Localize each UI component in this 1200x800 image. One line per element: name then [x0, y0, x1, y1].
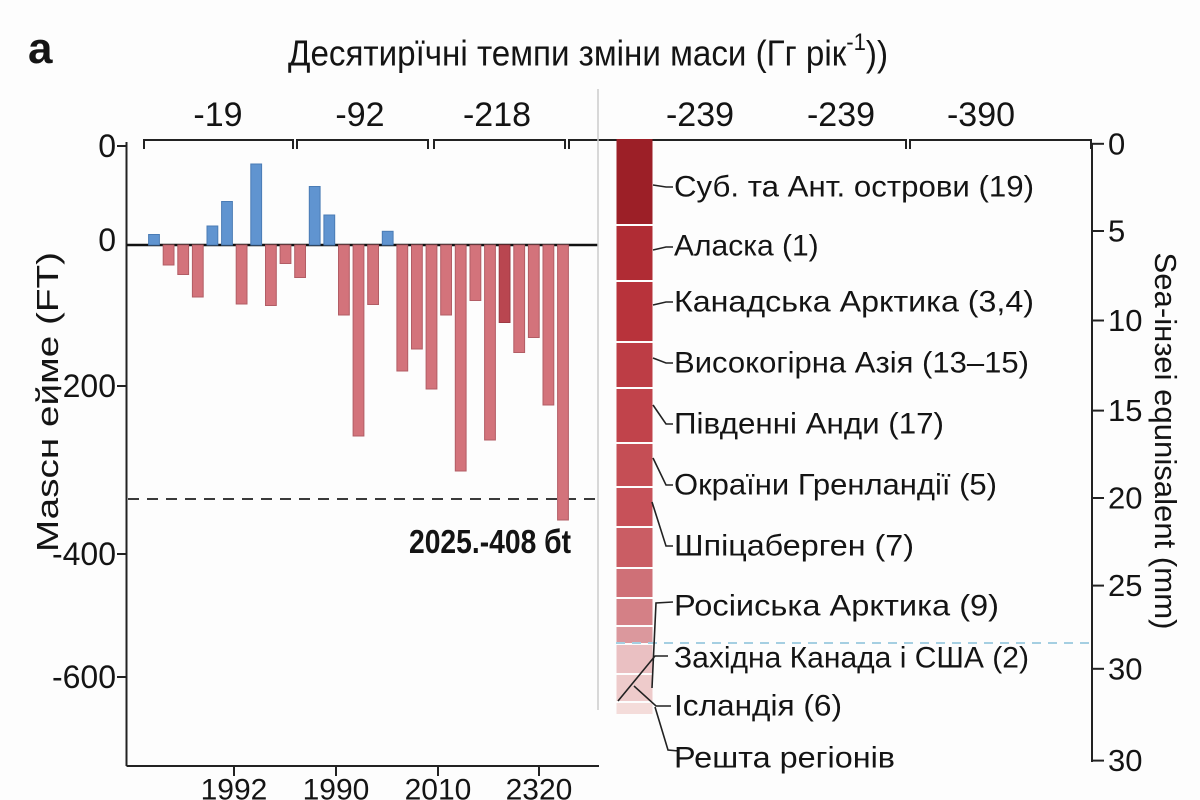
svg-text:Суб. та Ант. острови (19): Суб. та Ант. острови (19)	[674, 171, 1034, 204]
svg-text:Ісландія (6): Ісландія (6)	[674, 690, 842, 723]
svg-text:-19: -19	[193, 96, 242, 134]
svg-text:Західна Канада і США (2): Західна Канада і США (2)	[674, 642, 1029, 675]
svg-text:Аласка (1): Аласка (1)	[674, 230, 819, 263]
svg-text:-600: -600	[52, 659, 116, 695]
svg-text:-92: -92	[335, 96, 384, 134]
svg-text:2025.-408 бt: 2025.-408 бt	[409, 523, 571, 560]
svg-text:-400: -400	[52, 536, 116, 572]
svg-text:-239: -239	[807, 96, 875, 134]
svg-text:-200: -200	[52, 368, 116, 404]
svg-text:Росіиська Арктика (9): Росіиська Арктика (9)	[674, 590, 999, 623]
svg-text:1992: 1992	[201, 774, 268, 800]
svg-text:Південні Анди (17): Південні Анди (17)	[674, 408, 944, 441]
svg-text:5: 5	[1108, 214, 1125, 249]
svg-text:30: 30	[1108, 651, 1142, 686]
svg-text:Маscн ейме (FТ): Маscн ейме (FТ)	[30, 252, 65, 552]
svg-text:Окраїни Гренландії (5): Окраїни Гренландії (5)	[674, 469, 997, 502]
svg-text:Шпіцаберген (7): Шпіцаберген (7)	[674, 530, 914, 563]
svg-text:15: 15	[1108, 393, 1142, 428]
svg-text:0: 0	[98, 222, 116, 258]
svg-text:-239: -239	[666, 96, 734, 134]
svg-text:2010: 2010	[405, 774, 472, 800]
svg-text:-390: -390	[947, 96, 1015, 134]
svg-text:10: 10	[1108, 303, 1142, 338]
svg-text:0: 0	[98, 128, 116, 164]
svg-text:25: 25	[1108, 568, 1142, 603]
svg-text:Високогірна Азія (13–15): Високогірна Азія (13–15)	[674, 347, 1029, 380]
svg-text:1990: 1990	[303, 774, 370, 800]
svg-text:Десятирїчні темпи зміни маси (: Десятирїчні темпи зміни маси (Гг рік-1))	[288, 29, 888, 74]
svg-text:Sea-інзеі equnisalent (mm): Sea-інзеі equnisalent (mm)	[1148, 253, 1183, 630]
svg-text:Канадська Арктика (3,4): Канадська Арктика (3,4)	[674, 286, 1034, 319]
svg-text:30: 30	[1108, 743, 1142, 778]
svg-text:-218: -218	[463, 96, 531, 134]
svg-text:Решта регіонів: Решта регіонів	[674, 742, 895, 775]
svg-text:0: 0	[1108, 126, 1125, 161]
svg-text:2320: 2320	[506, 774, 573, 800]
svg-text:20: 20	[1108, 481, 1142, 516]
svg-text:a: a	[28, 24, 53, 73]
